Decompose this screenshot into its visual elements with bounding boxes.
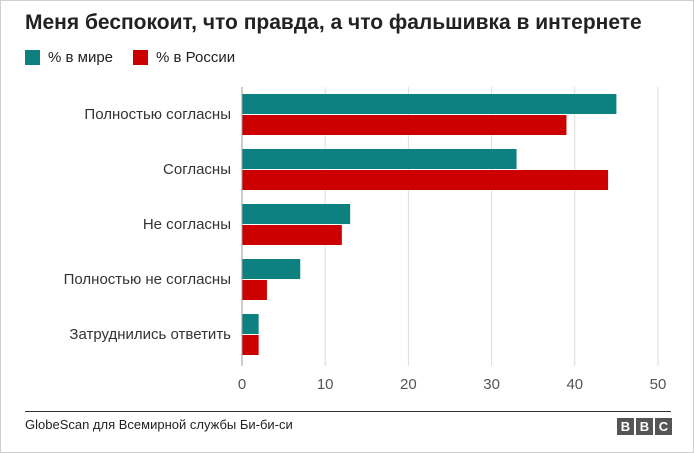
x-tick-label: 50 [650,376,667,393]
footer-divider [25,411,671,412]
bar-russia [242,115,567,135]
legend-label-russia: % в России [156,49,236,66]
legend-item-russia: % в России [133,49,235,66]
source-note: GlobeScan для Всемирной службы Би-би-си [25,417,293,432]
bar-russia [242,170,609,190]
bar-world [242,259,301,279]
bar-world [242,149,517,169]
legend-swatch-world [25,50,40,65]
x-tick-label: 0 [238,376,246,393]
category-label: Затруднились ответить [69,326,231,343]
x-tick-label: 30 [483,376,500,393]
bar-russia [242,280,267,300]
x-tick-label: 10 [317,376,334,393]
bar-world [242,204,351,224]
bbc-logo-letter: B [636,418,653,435]
bar-russia [242,335,259,355]
bbc-logo-letter: C [655,418,672,435]
legend-label-world: % в мире [48,49,114,66]
legend-swatch-russia [133,50,149,65]
category-label: Полностью согласны [84,106,231,123]
bar-world [242,314,259,334]
x-tick-label: 40 [566,376,583,393]
legend-item-world: % в мире [25,49,113,66]
category-label: Согласны [163,161,231,178]
legend: % в мире % в России [25,49,255,66]
chart-title: Меня беспокоит, что правда, а что фальши… [25,11,642,34]
bbc-logo-letter: B [617,418,634,435]
x-tick-label: 20 [400,376,417,393]
category-label: Полностью не согласны [64,271,231,288]
bar-chart: 0 10 20 30 40 50 Полностью согласны Согласны Не … [64,87,667,393]
bar-world [242,94,617,114]
bar-russia [242,225,342,245]
bbc-logo: B B C [615,418,672,435]
category-label: Не согласны [143,216,231,233]
